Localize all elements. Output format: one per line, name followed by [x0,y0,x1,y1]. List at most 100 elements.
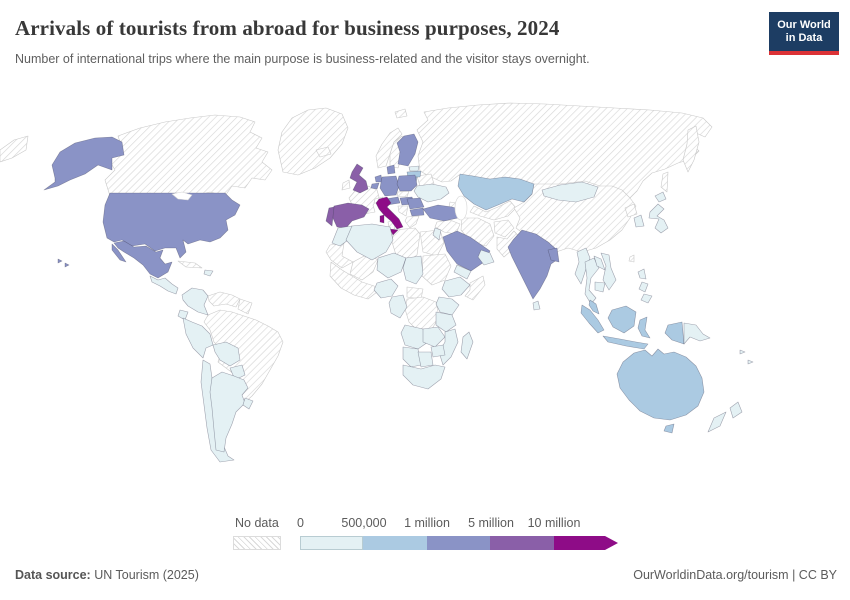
owid-logo[interactable]: Our World in Data [769,12,839,56]
legend-bin-4[interactable] [554,536,605,550]
country-myanmar[interactable] [574,247,591,285]
country-nigeria[interactable] [373,278,399,299]
country-belarus[interactable] [416,173,435,187]
country-papua-new-guinea[interactable] [683,322,711,345]
country-kazakhstan[interactable] [457,173,535,211]
country-pacific-islands[interactable] [739,349,754,365]
country-indonesia-java[interactable] [602,335,649,350]
license-link[interactable]: OurWorldinData.org/tourism | CC BY [633,568,837,582]
country-japan-hokkaido[interactable] [654,191,667,203]
country-indonesia-papua[interactable] [664,321,685,345]
country-taiwan[interactable] [628,254,635,263]
country-russia-chukotka[interactable] [0,135,29,163]
country-north-korea[interactable] [624,203,638,218]
country-ethiopia[interactable] [441,276,471,298]
country-usa-hawaii[interactable] [57,258,70,268]
country-somalia[interactable] [464,275,486,301]
country-bangladesh[interactable] [547,247,560,263]
country-balkans[interactable] [397,205,409,217]
country-yemen[interactable] [453,264,472,280]
country-philippines[interactable] [637,268,653,304]
country-norway[interactable] [375,127,403,169]
country-mexico[interactable] [113,240,173,279]
country-new-zealand-south[interactable] [707,411,727,433]
country-indonesia-sumatra[interactable] [580,304,605,334]
country-tanzania[interactable] [435,311,457,333]
country-zimbabwe[interactable] [430,344,446,358]
legend-bin-2[interactable] [427,536,490,550]
country-usa-alaska[interactable] [43,136,125,191]
country-kenya-uganda[interactable] [435,296,460,316]
country-estonia[interactable] [408,165,420,172]
country-chad[interactable] [402,255,424,285]
country-greece[interactable] [404,215,420,229]
country-cuba[interactable] [177,260,203,269]
country-central-america[interactable] [149,275,179,295]
country-sudan[interactable] [421,253,452,286]
country-japan-honshu[interactable] [648,203,669,234]
country-uruguay[interactable] [242,397,254,410]
country-ukraine[interactable] [413,183,450,203]
country-czechia[interactable] [396,190,410,198]
legend-no-data-swatch[interactable] [233,536,281,550]
country-iceland[interactable] [315,146,332,158]
country-usa[interactable] [102,192,241,259]
country-venezuela[interactable] [207,291,241,308]
country-laos[interactable] [593,255,606,271]
country-bulgaria[interactable] [409,207,425,217]
country-peru[interactable] [182,317,214,359]
country-zambia[interactable] [422,326,446,348]
country-russia-kamchatka[interactable] [682,125,700,173]
country-united-kingdom[interactable] [349,163,369,194]
country-australia[interactable] [616,348,705,421]
country-finland[interactable] [396,133,419,167]
country-greenland[interactable] [277,107,349,176]
country-argentina[interactable] [209,371,249,453]
country-central-asia[interactable] [469,200,517,221]
country-italy-sicily[interactable] [389,228,399,236]
country-australia-tasmania[interactable] [663,423,675,434]
country-india[interactable] [507,229,559,300]
legend-bin-1[interactable] [363,536,427,550]
country-poland[interactable] [396,174,418,192]
country-algeria[interactable] [345,223,394,261]
country-russia-sakhalin[interactable] [660,171,669,193]
country-russia-svalbard[interactable] [394,108,408,119]
legend-bin-0[interactable] [300,536,363,550]
country-mauritania[interactable] [325,242,354,269]
country-sri-lanka[interactable] [532,300,541,311]
country-italy-sardinia[interactable] [379,214,385,224]
country-canada[interactable] [104,114,273,199]
country-ireland[interactable] [341,179,351,191]
country-south-korea[interactable] [633,214,645,228]
country-new-zealand-north[interactable] [729,401,743,419]
country-colombia[interactable] [181,287,209,316]
country-cameroon-gabon[interactable] [388,294,408,319]
country-oman[interactable] [477,249,495,266]
country-mexico-baja[interactable] [111,243,127,263]
country-afghanistan[interactable] [493,219,515,238]
country-indonesia-borneo[interactable] [607,305,637,334]
country-niger[interactable] [376,252,407,279]
legend-bin-3[interactable] [490,536,554,550]
country-israel-jordan[interactable] [432,227,442,241]
country-portugal[interactable] [325,206,335,227]
country-spain[interactable] [331,202,370,229]
country-netherlands[interactable] [374,174,383,183]
country-belgium[interactable] [370,182,380,190]
country-denmark[interactable] [386,164,396,175]
country-cambodia[interactable] [594,281,606,293]
country-south-africa[interactable] [402,364,446,390]
country-italy[interactable] [375,196,404,230]
country-botswana[interactable] [417,351,434,368]
country-dominican-republic[interactable] [203,269,214,277]
country-china[interactable] [513,180,637,253]
country-guyanas[interactable] [237,298,253,315]
country-namibia[interactable] [402,346,422,368]
country-bolivia[interactable] [212,341,241,367]
country-mozambique[interactable] [438,328,459,366]
country-romania[interactable] [406,197,425,210]
country-vietnam[interactable] [600,252,617,291]
country-malaysia[interactable] [588,299,600,315]
country-mongolia[interactable] [541,181,599,203]
